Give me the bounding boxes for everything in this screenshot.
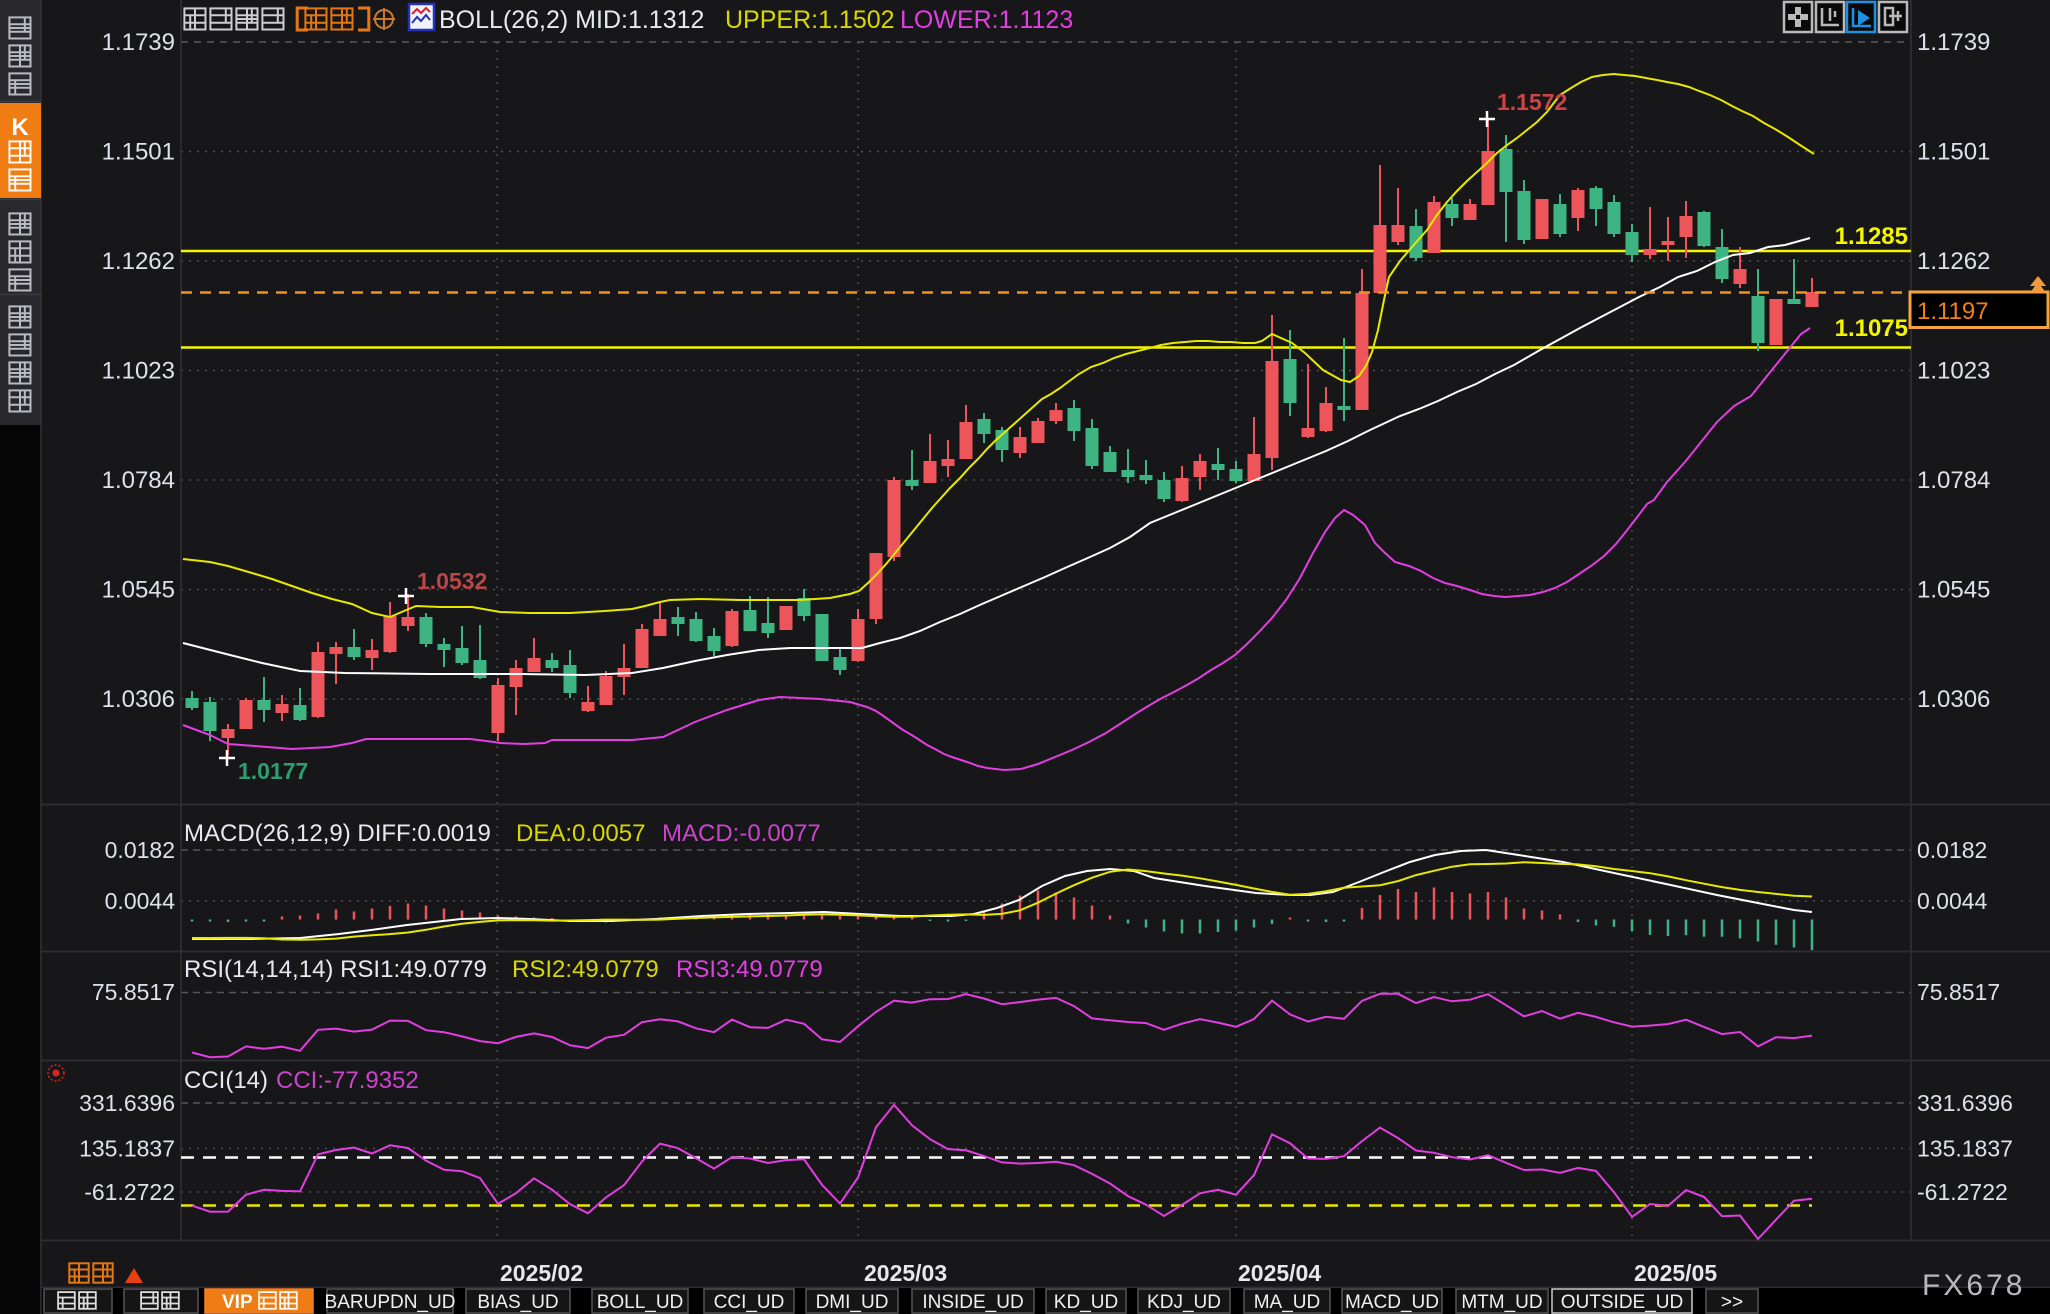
svg-text:1.0545: 1.0545 [102, 577, 175, 604]
svg-text:1.1572: 1.1572 [1497, 89, 1567, 115]
svg-text:CCI_UD: CCI_UD [714, 1292, 785, 1313]
svg-text:1.1023: 1.1023 [102, 358, 175, 385]
svg-text:VIP: VIP [222, 1292, 253, 1313]
svg-text:-61.2722: -61.2722 [84, 1179, 175, 1205]
svg-text:INSIDE_UD: INSIDE_UD [922, 1292, 1023, 1313]
svg-text:CCI(14): CCI(14) [184, 1067, 268, 1094]
svg-text:MACD_UD: MACD_UD [1345, 1292, 1439, 1313]
svg-text:2025/02: 2025/02 [500, 1260, 583, 1286]
svg-text:MTM_UD: MTM_UD [1461, 1292, 1542, 1313]
svg-text:135.1837: 135.1837 [1917, 1136, 2013, 1162]
svg-text:1.0784: 1.0784 [102, 467, 175, 494]
svg-text:2025/04: 2025/04 [1238, 1260, 1321, 1286]
svg-text:OUTSIDE_UD: OUTSIDE_UD [1561, 1292, 1683, 1313]
svg-text:1.0532: 1.0532 [417, 568, 487, 594]
svg-text:1.1285: 1.1285 [1835, 223, 1908, 250]
svg-text:1.0177: 1.0177 [238, 758, 308, 784]
svg-text:0.0044: 0.0044 [1917, 888, 1988, 914]
svg-text:1.1075: 1.1075 [1835, 315, 1908, 342]
svg-text:RSI(14,14,14) RSI1:49.0779: RSI(14,14,14) RSI1:49.0779 [184, 956, 487, 983]
svg-text:DMI_UD: DMI_UD [816, 1292, 889, 1313]
svg-text:1.1501: 1.1501 [102, 139, 175, 166]
svg-text:2025/03: 2025/03 [864, 1260, 947, 1286]
svg-text:2025/05: 2025/05 [1634, 1260, 1717, 1286]
svg-text:BARUPDN_UD: BARUPDN_UD [325, 1292, 456, 1313]
svg-text:FX678: FX678 [1922, 1269, 2025, 1302]
svg-text:0.0182: 0.0182 [1917, 837, 1987, 863]
svg-text:K: K [11, 114, 29, 141]
svg-text:0.0182: 0.0182 [105, 837, 175, 863]
svg-text:KDJ_UD: KDJ_UD [1147, 1292, 1221, 1313]
svg-text:1.0306: 1.0306 [102, 686, 175, 713]
svg-text:RSI2:49.0779: RSI2:49.0779 [512, 956, 659, 983]
svg-text:1.0545: 1.0545 [1917, 577, 1990, 604]
svg-text:75.8517: 75.8517 [92, 979, 175, 1005]
svg-text:MA_UD: MA_UD [1254, 1292, 1321, 1313]
svg-text:1.1262: 1.1262 [102, 248, 175, 275]
svg-text:LOWER:1.1123: LOWER:1.1123 [900, 6, 1073, 34]
svg-text:1.1501: 1.1501 [1917, 139, 1990, 166]
svg-text:1.0306: 1.0306 [1917, 686, 1990, 713]
svg-text:331.6396: 331.6396 [1917, 1090, 2013, 1116]
svg-text:UPPER:1.1502: UPPER:1.1502 [725, 6, 895, 34]
svg-text:KD_UD: KD_UD [1054, 1292, 1118, 1313]
svg-text:MACD(26,12,9) DIFF:0.0019: MACD(26,12,9) DIFF:0.0019 [184, 820, 491, 847]
svg-text:1.0784: 1.0784 [1917, 467, 1990, 494]
svg-text:RSI3:49.0779: RSI3:49.0779 [676, 956, 823, 983]
svg-text:75.8517: 75.8517 [1917, 979, 2000, 1005]
svg-text:-61.2722: -61.2722 [1917, 1179, 2008, 1205]
svg-text:DEA:0.0057: DEA:0.0057 [516, 820, 645, 847]
svg-text:331.6396: 331.6396 [79, 1090, 175, 1116]
svg-text:1.1739: 1.1739 [1917, 29, 1990, 56]
svg-text:1.1197: 1.1197 [1917, 298, 1989, 325]
svg-text:BOLL(26,2) MID:1.1312: BOLL(26,2) MID:1.1312 [439, 6, 704, 34]
svg-text:CCI:-77.9352: CCI:-77.9352 [276, 1067, 419, 1094]
svg-text:MACD:-0.0077: MACD:-0.0077 [662, 820, 821, 847]
svg-text:>>: >> [1721, 1292, 1743, 1313]
svg-text:0.0044: 0.0044 [105, 888, 176, 914]
svg-text:1.1023: 1.1023 [1917, 358, 1990, 385]
svg-text:1.1739: 1.1739 [102, 29, 175, 56]
svg-text:135.1837: 135.1837 [79, 1136, 175, 1162]
svg-text:BIAS_UD: BIAS_UD [477, 1292, 558, 1313]
svg-text:BOLL_UD: BOLL_UD [597, 1292, 684, 1313]
svg-text:1.1262: 1.1262 [1917, 248, 1990, 275]
